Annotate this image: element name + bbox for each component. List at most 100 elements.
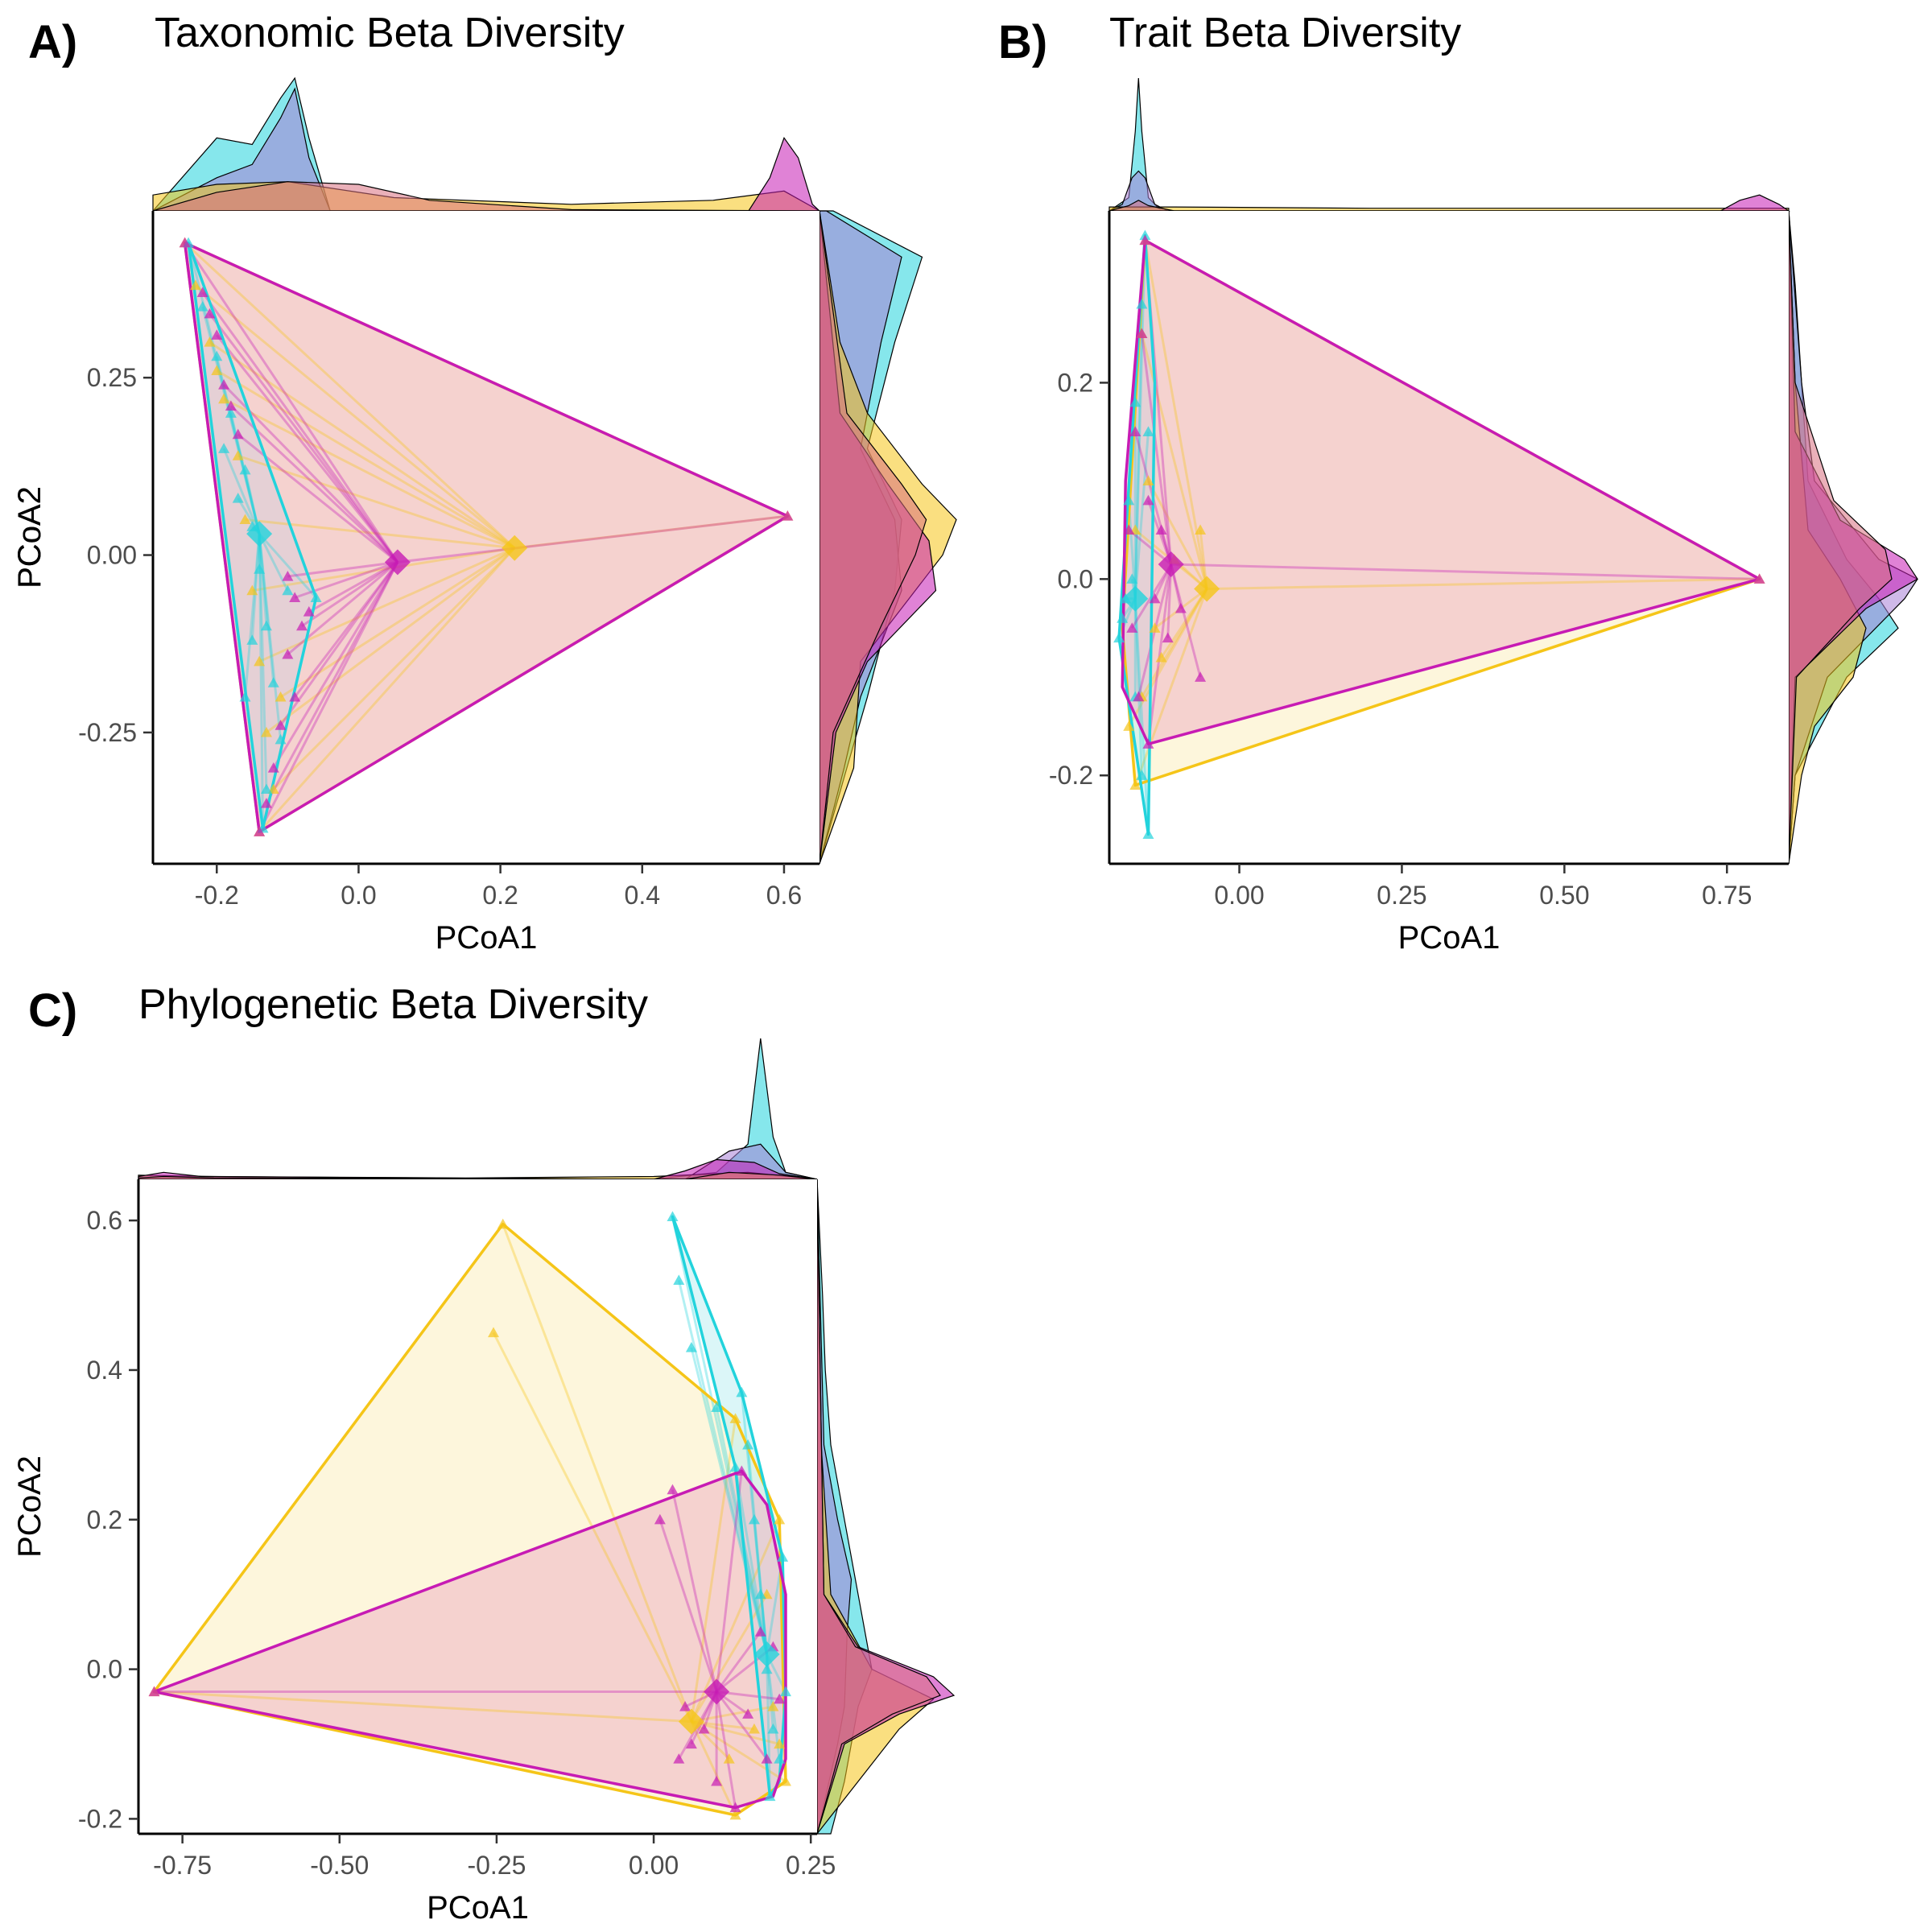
data-point-triangle — [1129, 396, 1141, 407]
centroid-diamond-cyan — [1122, 585, 1149, 612]
spoke-line-yellow — [258, 547, 515, 663]
spoke-line-magenta — [229, 405, 398, 564]
data-point-triangle — [729, 1413, 741, 1423]
centroid-diamond-yellow — [502, 535, 528, 561]
x-tick-label: -0.50 — [310, 1851, 369, 1880]
y-tick-label: 0.6 — [87, 1206, 122, 1235]
data-point-triangle — [1174, 602, 1187, 613]
right-density-density_red — [1788, 210, 1893, 865]
data-point-triangle — [685, 1738, 697, 1749]
spoke-line-magenta — [293, 561, 399, 698]
spoke-line-magenta — [301, 561, 398, 627]
spoke-line-cyan — [690, 1347, 769, 1655]
x-tick-label: 0.2 — [482, 881, 518, 910]
spoke-line-cyan — [258, 533, 275, 683]
centroid-diamond-magenta — [384, 549, 411, 576]
spoke-line-yellow — [514, 514, 788, 550]
spoke-line-magenta — [258, 561, 399, 833]
top-density-density_purple — [1108, 170, 1789, 212]
data-point-triangle — [1142, 738, 1154, 749]
x-axis-title: PCoA1 — [1398, 920, 1501, 956]
spoke-line-magenta — [208, 312, 399, 564]
data-point-triangle — [748, 1723, 760, 1734]
y-tick-label: -0.25 — [78, 718, 137, 747]
data-point-triangle — [275, 691, 287, 702]
data-point-triangle — [761, 1663, 773, 1674]
spoke-line-cyan — [753, 1519, 769, 1655]
y-tick-label: 0.0 — [87, 1655, 122, 1684]
data-point-triangle — [211, 365, 223, 375]
data-point-triangle — [275, 733, 287, 745]
data-point-triangle — [782, 510, 794, 521]
spoke-line-yellow — [216, 369, 516, 550]
data-point-triangle — [754, 1626, 766, 1637]
data-point-triangle — [779, 1775, 791, 1786]
spoke-line-magenta — [1140, 333, 1173, 565]
data-point-triangle — [232, 493, 244, 503]
data-point-triangle — [204, 308, 216, 319]
right-density-density_red — [816, 1179, 941, 1835]
spoke-line-yellow — [279, 547, 516, 699]
x-tick-label: 0.4 — [625, 881, 660, 910]
y-tick-label: 0.00 — [87, 541, 137, 570]
data-point-triangle — [729, 1461, 741, 1472]
hull-fill-magenta — [184, 242, 788, 832]
spoke-line-cyan — [250, 533, 261, 641]
spoke-line-yellow — [252, 547, 515, 592]
centroid-diamond-cyan — [753, 1641, 780, 1668]
data-point-triangle — [239, 691, 251, 702]
hull-outline-magenta — [152, 1469, 787, 1810]
panel-title: Taxonomic Beta Diversity — [155, 10, 625, 56]
spoke-line-yellow — [154, 1690, 691, 1724]
data-point-triangle — [698, 1723, 710, 1734]
data-point-triangle — [295, 620, 308, 631]
spoke-line-magenta — [1146, 564, 1173, 745]
spoke-line-magenta — [658, 1519, 718, 1692]
data-point-triangle — [196, 287, 208, 297]
spoke-line-magenta — [690, 1690, 718, 1745]
data-point-triangle — [282, 648, 294, 659]
data-point-triangle — [774, 1738, 786, 1749]
hull-fill-magenta — [154, 1471, 786, 1808]
data-point-triangle — [497, 1218, 509, 1229]
data-point-triangle — [225, 400, 237, 411]
spoke-line-yellow — [258, 547, 516, 833]
hull-fill-magenta — [1122, 240, 1760, 745]
data-point-triangle — [1123, 720, 1135, 731]
spoke-line-cyan — [244, 469, 261, 535]
spoke-line-magenta — [715, 1691, 737, 1808]
y-tick-label: -0.2 — [78, 1804, 122, 1833]
data-point-triangle — [260, 798, 272, 808]
top-density-cyan — [138, 1038, 818, 1180]
data-point-triangle — [289, 592, 301, 603]
top-density-magenta — [153, 137, 821, 212]
x-tick-label: 0.00 — [1214, 881, 1264, 910]
data-point-triangle — [1129, 426, 1141, 436]
data-point-triangle — [774, 1513, 786, 1525]
y-tick-label: 0.4 — [87, 1356, 122, 1385]
spoke-line-yellow — [272, 547, 516, 791]
spoke-line-yellow — [1147, 480, 1208, 590]
data-point-triangle — [246, 634, 258, 645]
data-point-triangle — [254, 564, 266, 574]
data-point-triangle — [1126, 573, 1138, 584]
data-point-triangle — [1139, 234, 1151, 246]
x-tick-label: 0.00 — [629, 1851, 679, 1880]
data-point-triangle — [303, 606, 315, 617]
data-point-triangle — [232, 450, 244, 460]
spoke-line-yellow — [502, 1224, 693, 1723]
data-point-triangle — [254, 826, 266, 836]
spoke-line-yellow — [194, 284, 516, 549]
spoke-line-yellow — [1133, 588, 1208, 786]
data-point-triangle — [1129, 779, 1141, 791]
data-point-triangle — [246, 584, 258, 596]
data-point-triangle — [1149, 592, 1161, 604]
spoke-line-magenta — [1170, 563, 1760, 580]
hull-outline-magenta — [1121, 238, 1761, 745]
spoke-line-yellow — [1160, 588, 1208, 658]
data-point-triangle — [1142, 426, 1154, 436]
data-point-triangle — [211, 350, 223, 361]
spoke-line-magenta — [287, 560, 398, 578]
data-point-triangle — [218, 443, 230, 453]
